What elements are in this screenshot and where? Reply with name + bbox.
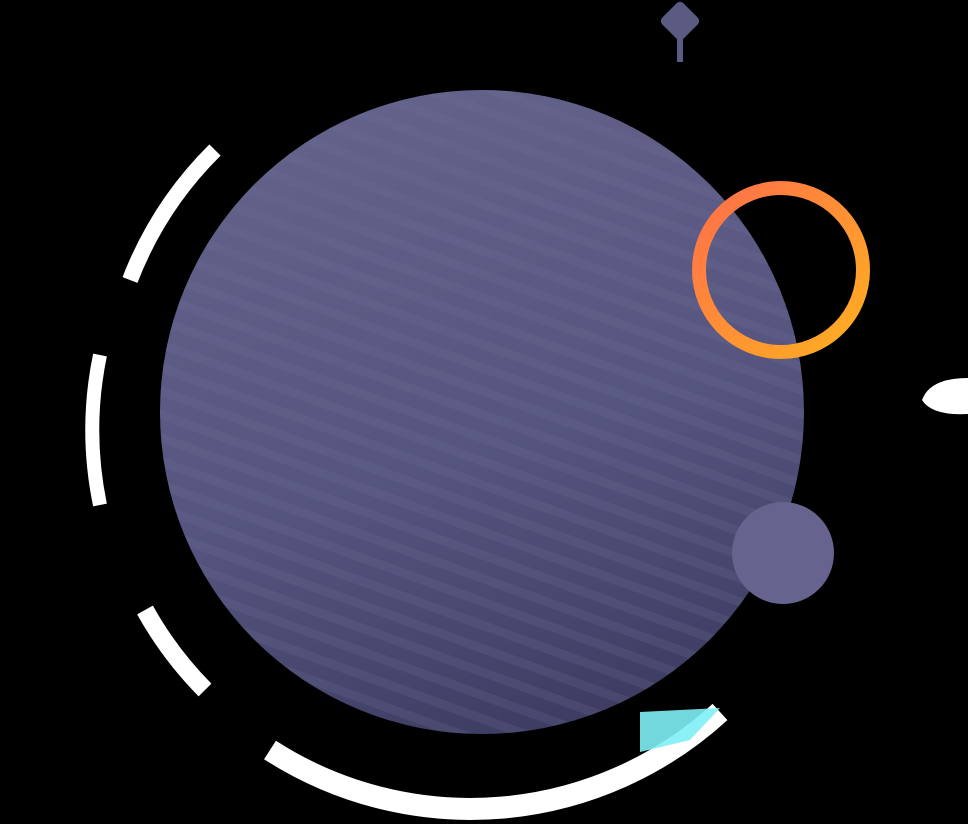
decorative-arc-upper-left	[122, 144, 221, 283]
decorative-arc-group	[85, 144, 728, 820]
accent-sliver	[640, 708, 720, 752]
orange-ring	[692, 181, 870, 359]
decorative-arc-lower-left	[137, 605, 212, 697]
decorative-arc-bottom	[264, 703, 728, 820]
small-circle	[732, 502, 834, 604]
decorative-arc-left	[85, 353, 107, 507]
main-circle-stripes	[160, 90, 804, 734]
diamond-marker	[660, 1, 700, 62]
white-dot	[922, 378, 968, 415]
